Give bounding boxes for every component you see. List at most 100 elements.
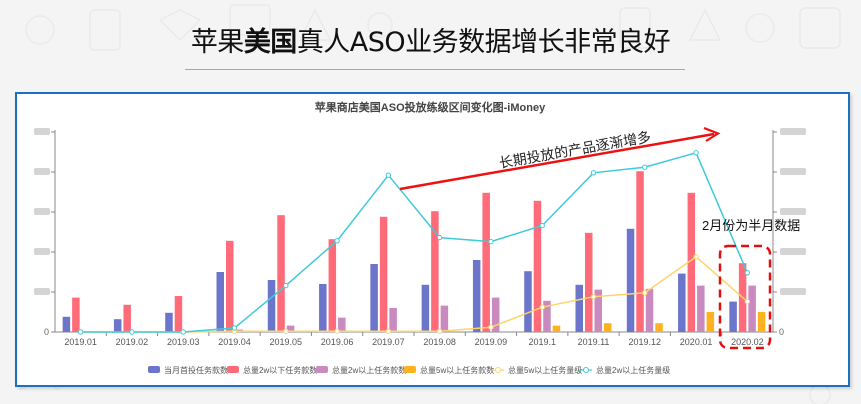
x-axis-label: 2019.02	[116, 337, 149, 347]
x-axis-label: 2019.11	[578, 337, 610, 347]
line-point	[436, 328, 443, 334]
right-axis-label-blurred	[780, 248, 806, 255]
x-axis-label: 2020.02	[731, 337, 764, 347]
legend-item[interactable]: 当月首投任务款数	[148, 365, 228, 375]
x-axis-label: 2019.08	[423, 337, 456, 347]
line-point	[231, 325, 238, 331]
bar	[636, 171, 644, 332]
left-axis-zero: 0	[44, 327, 49, 337]
line-point	[642, 164, 648, 170]
slide-title-bold: 美国	[243, 27, 298, 58]
bar	[319, 284, 327, 332]
chart-bars	[62, 171, 766, 332]
line-point	[590, 294, 597, 300]
bar	[421, 284, 430, 332]
x-axis-label: 2019.01	[64, 337, 97, 347]
chart-legend: 当月首投任务款数 总量2w以下任务款数 总量2w以上任务款数 总量5w以上任务款数 总量…	[148, 365, 670, 375]
line-point	[334, 328, 340, 334]
right-axis-label-blurred	[780, 288, 806, 295]
highlight-dashed-box	[718, 244, 772, 350]
x-axis-label: 2019.05	[270, 337, 303, 347]
bar	[113, 319, 122, 332]
slide-title: 苹果美国真人ASO业务数据增长非常良好	[0, 20, 861, 59]
line-point	[283, 282, 289, 289]
legend-label: 总量2w以上任务款数	[332, 365, 406, 375]
bar	[431, 211, 439, 332]
legend-swatch-icon	[316, 366, 328, 373]
legend-item[interactable]: 总量5w以上任务款数	[404, 365, 494, 375]
left-axis-label-blurred	[34, 288, 50, 295]
x-axis-labels: 2019.01 2019.02 2019.03 2019.04 2019.05 2019.…	[64, 337, 763, 347]
line-point	[385, 172, 392, 178]
line-point	[77, 329, 84, 335]
bar	[585, 232, 593, 332]
bar	[594, 289, 602, 332]
line-point	[539, 304, 545, 310]
bar	[678, 273, 686, 332]
slide-title-suffix: 真人ASO业务数据增长非常良好	[296, 27, 671, 58]
legend-item[interactable]: 总量2w以下任务款数	[227, 365, 317, 375]
bar	[123, 304, 131, 332]
bar	[626, 228, 635, 332]
legend-label: 总量5w以上任务款数	[420, 365, 494, 375]
half-month-note: 2月份为半月数据	[702, 218, 800, 233]
legend-item[interactable]: 总量2w以上任务款数	[316, 365, 406, 375]
bar	[440, 305, 449, 332]
bar	[338, 317, 346, 332]
line-point	[693, 150, 699, 156]
x-axis-label: 2019.09	[475, 337, 508, 347]
left-axis-label-blurred	[34, 248, 50, 255]
chart-title: 苹果商店美国ASO投放练级区间变化图-iMoney	[315, 100, 546, 114]
x-axis-label: 2019.1	[528, 337, 556, 347]
title-underline	[185, 69, 685, 70]
bar	[655, 323, 663, 332]
bar	[389, 308, 397, 332]
slide-title-prefix: 苹果	[190, 27, 245, 58]
bar	[267, 280, 276, 332]
legend-item[interactable]: 总量2w以上任务量级	[580, 365, 670, 375]
legend-item[interactable]: 总量5w以上任务量级	[492, 365, 582, 375]
legend-swatch-icon	[227, 366, 239, 373]
line-point	[283, 328, 289, 334]
bar	[543, 300, 551, 332]
bar	[524, 271, 532, 332]
bar	[286, 325, 295, 332]
legend-label: 总量2w以上任务量级	[596, 365, 670, 375]
line-point	[642, 290, 648, 296]
bar	[575, 284, 583, 332]
right-axis-zero: 0	[779, 327, 784, 337]
bar	[370, 264, 378, 332]
bar	[757, 312, 766, 332]
x-axis-label: 2019.07	[372, 337, 405, 347]
line-point	[129, 329, 135, 335]
right-axis-label-blurred	[780, 208, 806, 215]
chart-lines	[77, 150, 751, 335]
right-axis-label-blurred	[780, 168, 806, 175]
line-point	[385, 328, 392, 334]
left-axis-label-blurred	[34, 168, 50, 175]
bar	[604, 323, 612, 332]
bar	[72, 297, 80, 332]
line-point	[334, 238, 340, 244]
bar	[533, 200, 542, 332]
bar	[491, 297, 500, 332]
bar	[165, 312, 173, 332]
bar	[501, 331, 509, 332]
x-axis-label: 2019.12	[629, 337, 662, 347]
bar	[277, 215, 285, 332]
bar	[552, 325, 561, 332]
bar	[174, 296, 183, 332]
legend-label: 总量5w以上任务量级	[508, 365, 582, 375]
x-axis-label: 2019.03	[167, 337, 200, 347]
line-point	[488, 324, 494, 330]
bar	[216, 272, 224, 332]
legend-swatch-icon	[148, 366, 160, 373]
line-point	[693, 254, 699, 260]
bar	[482, 192, 490, 332]
legend-label: 当月首投任务款数	[164, 365, 228, 375]
right-axis-label-blurred	[780, 128, 806, 135]
left-axis-label-blurred	[34, 208, 50, 215]
x-axis-label: 2019.06	[321, 337, 354, 347]
line-point	[744, 298, 751, 305]
